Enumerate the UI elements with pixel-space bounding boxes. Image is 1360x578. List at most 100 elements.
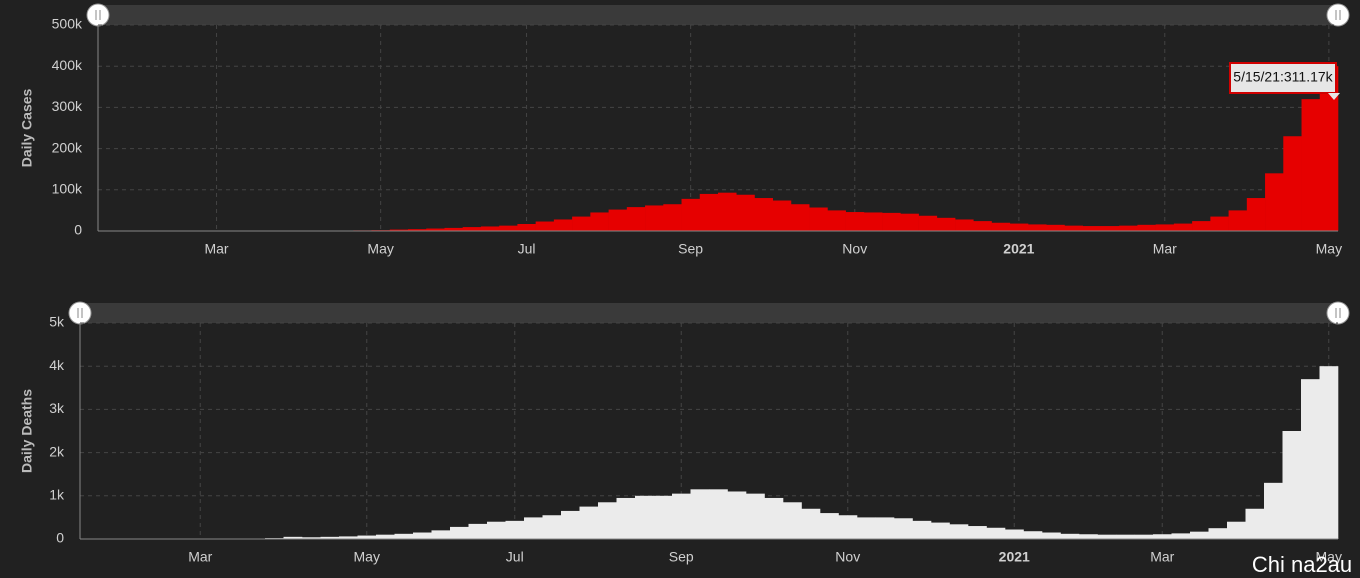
bar: [339, 536, 358, 539]
bar: [394, 533, 414, 539]
bar: [1282, 431, 1302, 539]
bar: [845, 212, 865, 231]
bar: [900, 213, 919, 231]
bar: [487, 521, 506, 539]
bar: [468, 523, 488, 539]
bar: [1116, 534, 1135, 539]
y-tick-label: 2k: [49, 443, 65, 459]
bar: [663, 204, 682, 231]
y-tick-label: 0: [56, 530, 64, 546]
y-tick-label: 400k: [52, 57, 83, 73]
bar: [499, 225, 518, 231]
bar: [1228, 210, 1248, 231]
bar: [635, 495, 654, 539]
slider-handle: [68, 301, 92, 325]
y-tick-label: 500k: [52, 16, 83, 32]
bar: [1173, 223, 1193, 231]
x-tick-label: Jul: [518, 241, 536, 257]
bar: [1082, 226, 1102, 231]
y-tick-label: 300k: [52, 98, 83, 114]
y-axis-label: Daily Deaths: [19, 389, 35, 473]
bar: [882, 212, 901, 231]
x-tick-label: Mar: [204, 241, 228, 257]
bar: [561, 510, 580, 539]
bar: [1301, 99, 1321, 231]
y-tick-label: 200k: [52, 139, 83, 155]
x-tick-label: Mar: [188, 549, 212, 565]
bar: [1265, 173, 1284, 231]
bar: [1171, 533, 1191, 539]
y-tick-label: 0: [74, 222, 82, 238]
bar: [1190, 531, 1209, 539]
bar: [462, 227, 482, 231]
slider-handle: [86, 3, 110, 27]
bar: [426, 228, 445, 231]
bar: [746, 493, 765, 539]
bar: [1283, 136, 1302, 231]
bar: [718, 192, 737, 231]
x-tick-label: May: [367, 241, 393, 257]
bar: [616, 497, 636, 539]
bar: [1319, 66, 1339, 231]
bar: [320, 536, 340, 539]
bar: [1009, 223, 1029, 231]
bar: [302, 537, 321, 539]
bar: [1137, 224, 1156, 231]
range-slider: [80, 303, 1338, 323]
x-tick-label: Sep: [669, 549, 694, 565]
bar: [1245, 508, 1265, 539]
bar: [1319, 366, 1339, 539]
y-tick-label: 1k: [49, 487, 65, 503]
bar: [1097, 534, 1117, 539]
bar: [672, 493, 691, 539]
x-tick-label: Mar: [1150, 549, 1174, 565]
bar: [413, 532, 432, 539]
bar: [283, 536, 303, 539]
bar: [444, 227, 464, 231]
bar: [1005, 529, 1024, 539]
bar: [709, 489, 728, 539]
bar: [1227, 521, 1246, 539]
bar: [857, 517, 876, 539]
bar: [894, 518, 913, 539]
bar: [764, 497, 784, 539]
bar: [809, 207, 828, 231]
tooltip-text: 5/15/21:311.17k: [1233, 69, 1333, 85]
bar: [827, 210, 846, 231]
bar: [790, 204, 810, 231]
bar: [376, 534, 395, 539]
bar: [838, 515, 858, 539]
x-tick-label: May: [1316, 549, 1342, 565]
bar: [931, 522, 950, 539]
bar: [863, 212, 883, 231]
bar: [1264, 482, 1283, 539]
bar: [801, 508, 821, 539]
bar: [626, 207, 646, 231]
slider-handle: [1326, 3, 1350, 27]
bar: [1100, 226, 1120, 231]
range-slider: [98, 5, 1338, 25]
bar: [1060, 533, 1080, 539]
watermark: Chi na2au: [1252, 552, 1352, 577]
bar: [1155, 224, 1175, 231]
bar: [1119, 225, 1138, 231]
bar: [357, 535, 377, 539]
bar: [1301, 379, 1320, 539]
bar: [1042, 532, 1061, 539]
bar: [572, 216, 591, 231]
bar: [645, 205, 664, 231]
bar: [535, 221, 555, 231]
bar: [968, 526, 987, 539]
x-tick-label: 2021: [999, 549, 1030, 565]
bar: [681, 198, 701, 231]
bar: [727, 491, 747, 539]
bar: [991, 222, 1011, 231]
bar: [608, 209, 628, 231]
y-tick-label: 3k: [49, 400, 65, 416]
y-tick-label: 5k: [49, 314, 65, 330]
bar: [1208, 528, 1228, 539]
bar: [1028, 224, 1047, 231]
slider-handle: [1326, 301, 1350, 325]
x-tick-label: May: [1316, 241, 1342, 257]
